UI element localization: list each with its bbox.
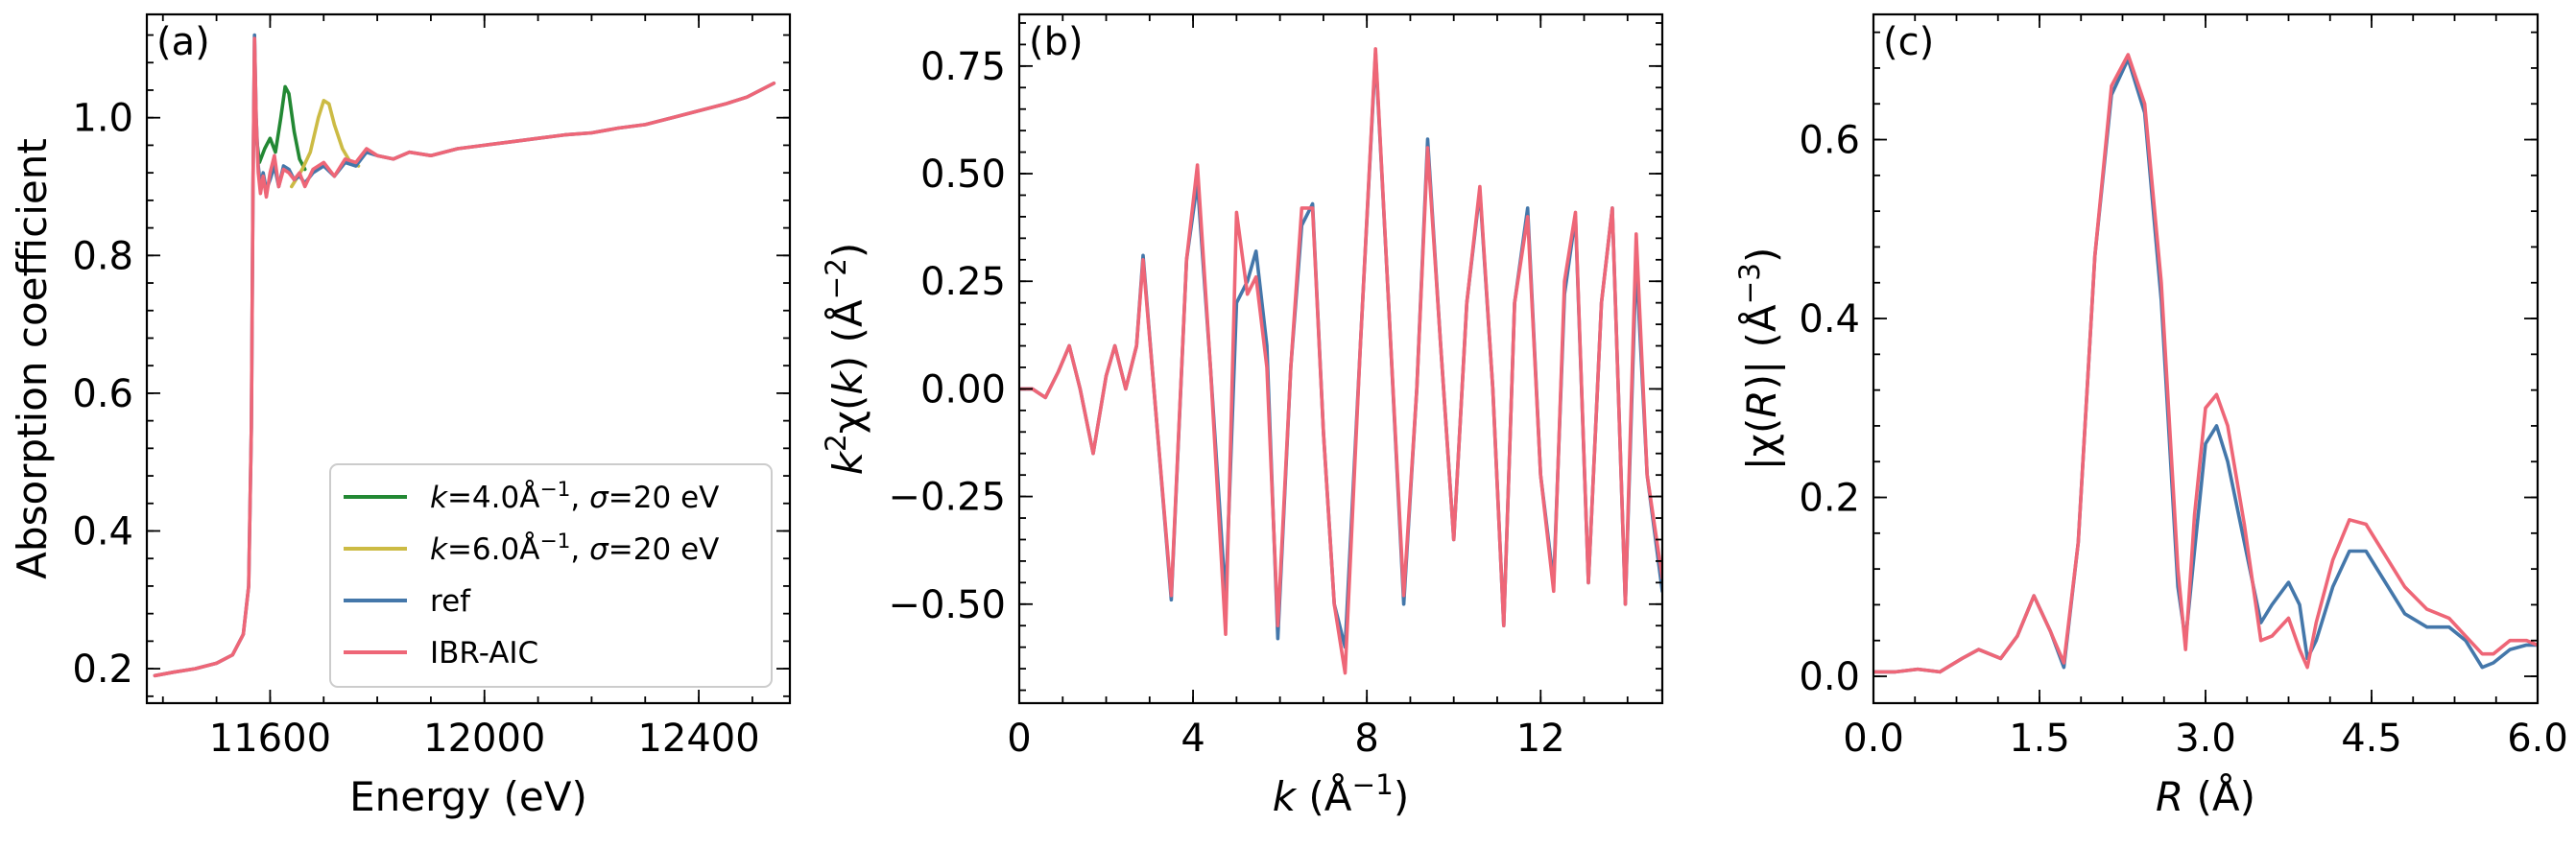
panel-label: (c): [1883, 20, 1934, 64]
series-line-ibr-aic: [1873, 53, 2538, 674]
x-tick-label: 6.0: [2507, 717, 2568, 761]
panel-b: 0 4 8 12 −0.50 −0.25 0.00 0.25 0.50 0.75 (b) k (Å−1…: [820, 12, 1664, 820]
axes-frame: [145, 12, 792, 705]
x-tick-label: 8: [1354, 717, 1378, 761]
series-line-k-4-0-20-ev: [251, 84, 307, 172]
legend-label: ref: [430, 584, 471, 619]
legend-label: k=6.0Å−1, σ=20 eV: [430, 530, 719, 568]
axes-frame: [1872, 12, 2540, 705]
x-axis-label: R (Å): [2156, 772, 2255, 820]
y-axis-label: |χ(R)| (Å−3): [1733, 247, 1785, 471]
legend: k=4.0Å−1, σ=20 eV k=6.0Å−1, σ=20 eV ref IBR…: [329, 463, 773, 688]
y-axis-label: k2χ(k) (Å−2): [820, 243, 871, 476]
y-tick-label: 0.6: [1799, 119, 1860, 163]
series-line-ibr-aic: [1019, 47, 1662, 675]
x-tick-label: 4: [1181, 717, 1205, 761]
x-tick-label: 1.5: [2009, 717, 2070, 761]
series-line-k-6-0-20-ev: [290, 99, 361, 189]
y-tick-label: 0.4: [1799, 297, 1860, 342]
x-tick-label: 4.5: [2341, 717, 2402, 761]
x-axis-label: k (Å−1): [1273, 768, 1410, 820]
x-tick-label: 12400: [637, 717, 759, 761]
y-tick-label: 0.75: [920, 45, 1006, 89]
y-tick-label: 0.25: [920, 260, 1006, 304]
y-tick-label: 0.6: [72, 372, 133, 416]
y-tick-label: −0.50: [888, 583, 1006, 627]
x-tick-label: 0.0: [1843, 717, 1904, 761]
x-tick-label: 12: [1516, 717, 1565, 761]
series-line-ibr-aic: [153, 36, 776, 678]
legend-box: [329, 463, 773, 688]
legend-label: k=4.0Å−1, σ=20 eV: [430, 478, 719, 516]
panel-label: (a): [156, 20, 210, 64]
x-axis-label: Energy (eV): [349, 773, 587, 820]
x-tick-label: 0: [1007, 717, 1031, 761]
y-tick-label: 0.2: [1799, 477, 1860, 521]
y-tick-label: 0.8: [72, 234, 133, 278]
panel-c: 0.0 1.5 3.0 4.5 6.0 0.0 0.2 0.4 0.6 (c) R (Å) |χ(R)…: [1733, 12, 2568, 820]
y-tick-label: 0.2: [72, 648, 133, 692]
series-line-ref: [1873, 57, 2538, 674]
legend-label: IBR-AIC: [430, 636, 538, 671]
x-tick-label: 12000: [423, 717, 545, 761]
y-tick-label: 0.4: [72, 510, 133, 554]
x-tick-label: 3.0: [2175, 717, 2236, 761]
y-tick-label: 0.00: [920, 367, 1006, 412]
panel-a: 11600 12000 12400 0.2 0.4 0.6 0.8 1.0 (a) Energy …: [9, 12, 792, 820]
axes-frame: [1017, 12, 1664, 705]
x-tick-label: 11600: [209, 717, 331, 761]
y-tick-label: 0.50: [920, 153, 1006, 197]
y-tick-label: −0.25: [888, 476, 1006, 520]
y-axis-label: Absorption coefficient: [9, 138, 56, 579]
y-tick-label: 1.0: [72, 97, 133, 141]
y-tick-label: 0.0: [1799, 655, 1860, 699]
panel-label: (b): [1029, 20, 1084, 64]
